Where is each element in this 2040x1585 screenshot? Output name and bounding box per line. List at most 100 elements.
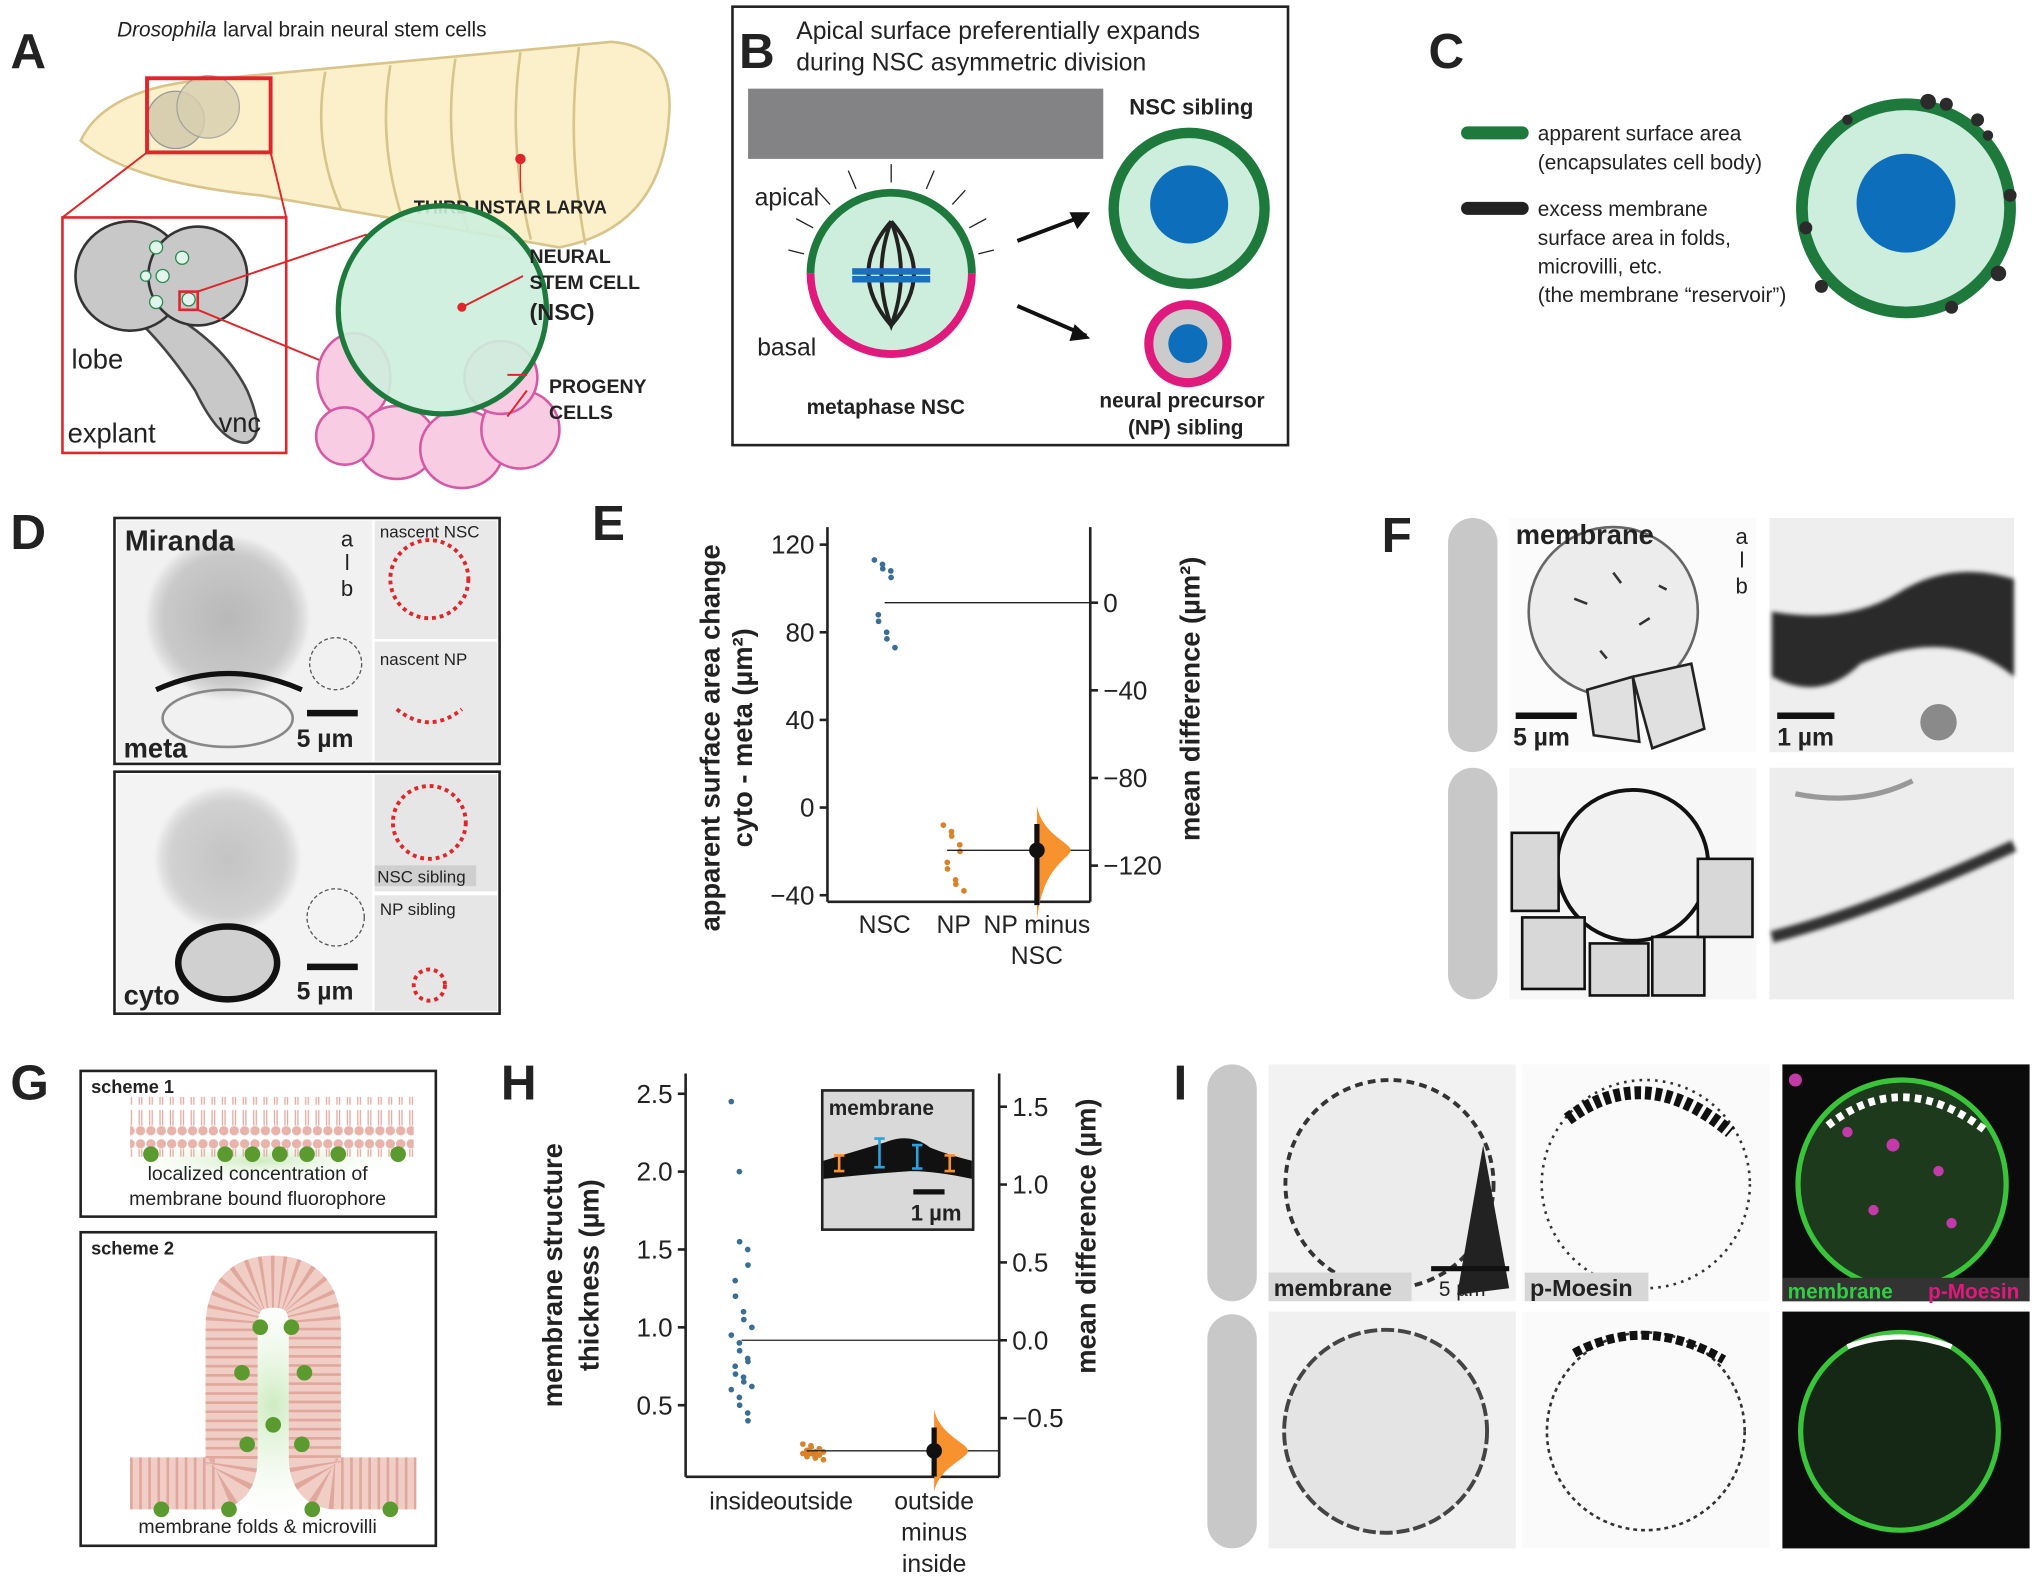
- data-point: [745, 1417, 751, 1424]
- membrane-reservoir: [1799, 93, 2017, 314]
- data-point: [879, 565, 886, 572]
- membrane-zoom: [1770, 840, 2017, 943]
- x-tick-label-box: NP: [936, 912, 970, 939]
- data-point: [736, 1238, 743, 1245]
- y-tick-label: 80: [786, 617, 815, 647]
- fluorophores: [143, 1146, 406, 1162]
- nascent-nsc-label: nascent NSC: [380, 523, 480, 542]
- panel-f: F membrane a l b 5 µm 1 µm: [1382, 508, 2017, 1000]
- x-tick-label-box: inside: [709, 1489, 774, 1516]
- basal-cortex: [806, 273, 976, 358]
- progeny: [1510, 831, 1754, 997]
- data-point: [748, 1324, 755, 1331]
- zoom-box-small: [178, 290, 200, 312]
- pointer: [457, 302, 467, 312]
- cell: [1283, 1078, 1496, 1291]
- y-axis-label: membrane structure: [537, 1143, 568, 1407]
- membrane-zoom: [1771, 571, 2014, 688]
- y2-tick-label: 1.0: [1012, 1170, 1048, 1200]
- explant-label: explant: [68, 418, 156, 449]
- data-point: [732, 1277, 739, 1284]
- y-tick-label: −40: [770, 880, 814, 910]
- panel-label: F: [1382, 508, 1412, 563]
- mini-cells: [139, 240, 196, 310]
- y-tick-label: 1.0: [636, 1312, 672, 1342]
- y2-axis-label: mean difference (µm²): [1175, 557, 1206, 841]
- panel-title: Apical surface preferentially expands: [796, 18, 1200, 45]
- data-point: [732, 1363, 739, 1370]
- label-bg: [1524, 1272, 1649, 1302]
- data-point: [812, 1455, 819, 1462]
- title-text: larval brain neural stem cells: [223, 19, 487, 42]
- scale-label: 1 µm: [1777, 725, 1834, 752]
- data-point: [736, 1168, 743, 1175]
- progeny-label: PROGENY: [549, 376, 647, 398]
- scale-label: 5 µm: [297, 978, 354, 1005]
- panel-g: G scheme 1 localized concentration of me…: [10, 1056, 438, 1548]
- cell: [1795, 1077, 2009, 1291]
- data-point: [892, 644, 898, 651]
- data-point: [799, 1441, 806, 1447]
- data-point: [875, 611, 882, 618]
- y2-tick-label: −40: [1103, 675, 1147, 705]
- y-axis-label: apparent surface area change: [694, 544, 725, 931]
- nsc-cell: [335, 203, 550, 417]
- data-point: [728, 1332, 735, 1338]
- panel-label: I: [1174, 1056, 1188, 1111]
- data-point: [740, 1378, 747, 1385]
- caption: membrane bound fluorophore: [129, 1188, 386, 1210]
- mean-difference: [1029, 842, 1045, 859]
- y-tick-label: 2.0: [636, 1157, 672, 1187]
- y-tick-label: 1.5: [636, 1235, 672, 1265]
- data-point: [888, 574, 894, 581]
- y2-tick-label: −120: [1103, 851, 1162, 881]
- cortex: [155, 670, 303, 693]
- merge-label: p-Moesin: [1928, 1281, 2019, 1304]
- nsc-outline: [388, 538, 471, 621]
- np-outline: [395, 707, 464, 725]
- bootstrap-distribution: [1036, 805, 1071, 921]
- data-point: [940, 822, 947, 828]
- cyto-label: cyto: [124, 980, 180, 1011]
- data-point: [957, 848, 963, 855]
- title-italic: Drosophila: [117, 19, 216, 42]
- vnc-shape: [141, 304, 259, 444]
- data-point: [956, 841, 963, 848]
- explant-box: [61, 216, 288, 455]
- channel-label: membrane: [1274, 1275, 1392, 1301]
- cell: [1545, 1331, 1746, 1532]
- data-point: [952, 881, 959, 888]
- charts: E −40 0 40 80 120 0 −40 −80 −120 apparent surface …: [501, 496, 1206, 1579]
- nucleus: [1168, 324, 1208, 364]
- apical-label: apical: [755, 185, 820, 212]
- data-point: [736, 1340, 743, 1346]
- data-point: [745, 1358, 751, 1365]
- panel-label: A: [10, 24, 46, 79]
- caption: membrane folds & microvilli: [138, 1516, 376, 1538]
- nucleus: [1150, 165, 1229, 244]
- expansion-arrows: [788, 164, 995, 255]
- redaction-bar: [1448, 767, 1498, 1000]
- data-point: [944, 866, 951, 872]
- bilayer: [130, 1096, 414, 1157]
- axis-label: a: [1736, 524, 1749, 549]
- legend-text: (encapsulates cell body): [1538, 151, 1762, 174]
- y2-tick-label: −80: [1103, 763, 1147, 793]
- data-point: [744, 1246, 751, 1253]
- y-tick-label: 2.5: [636, 1079, 672, 1109]
- legend-text: apparent surface area: [1538, 123, 1742, 146]
- panel-frame: [731, 5, 1290, 447]
- cell: [1282, 1327, 1490, 1535]
- inset-measure: [874, 1137, 923, 1170]
- y2-tick-label: −0.5: [1012, 1403, 1063, 1433]
- panel-label: H: [501, 1056, 537, 1111]
- y-tick-label: 40: [786, 705, 815, 735]
- nsc-label: STEM CELL: [530, 272, 641, 294]
- inset-scale-label: 1 µm: [911, 1201, 962, 1226]
- label-bg: [374, 865, 477, 887]
- scale-label: 5 µm: [1439, 1278, 1486, 1301]
- x-tick-label: outside minus inside: [894, 1488, 974, 1579]
- label-bg: [1782, 1277, 2030, 1302]
